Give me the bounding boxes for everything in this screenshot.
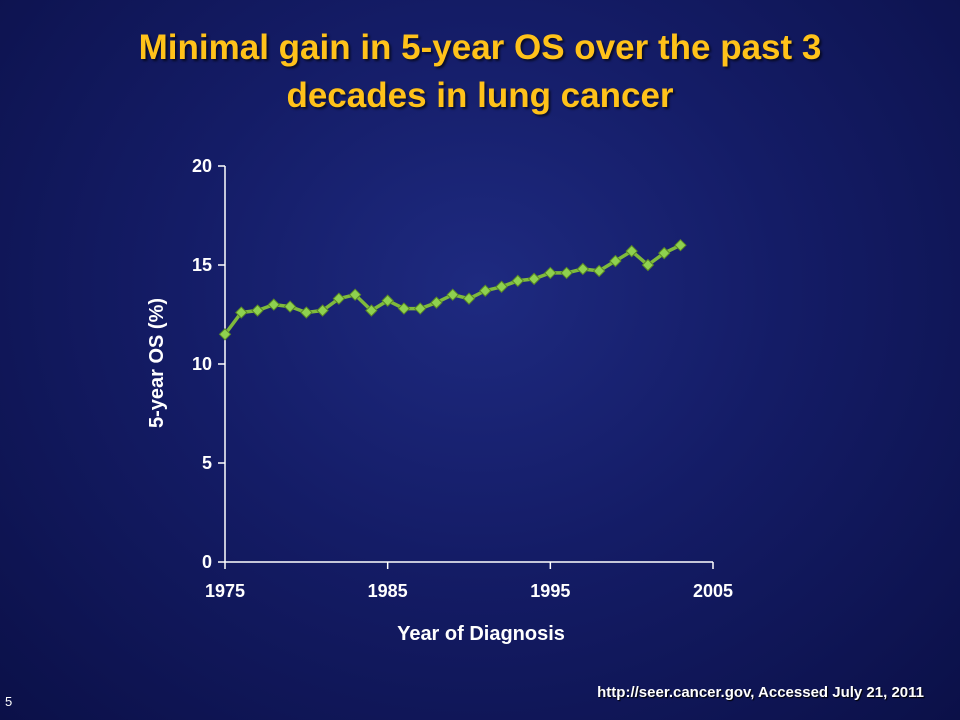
- data-point-marker: [527, 272, 541, 286]
- slide-title: Minimal gain in 5-year OS over the past …: [40, 24, 920, 120]
- data-point-marker: [560, 266, 573, 280]
- x-tick-label: 1995: [530, 581, 570, 601]
- data-point-marker: [511, 274, 525, 288]
- data-point-marker: [674, 238, 687, 252]
- data-point-marker: [609, 254, 622, 268]
- data-point-marker: [235, 306, 248, 319]
- data-point-marker: [446, 288, 459, 301]
- y-tick-label: 15: [192, 255, 212, 275]
- data-point-marker: [495, 280, 508, 293]
- data-point-marker: [381, 294, 394, 307]
- x-axis-title: Year of Diagnosis: [397, 623, 565, 645]
- x-tick-label: 1985: [368, 581, 408, 601]
- y-axis-title: 5-year OS (%): [146, 298, 168, 428]
- data-point-marker: [592, 264, 606, 278]
- data-point-marker: [316, 304, 329, 317]
- data-point-marker: [332, 292, 346, 305]
- data-point-marker: [413, 302, 427, 315]
- data-point-marker: [430, 296, 443, 309]
- slide-number: 5: [5, 694, 13, 709]
- data-point-marker: [365, 304, 378, 317]
- data-point-marker: [641, 258, 655, 272]
- x-tick-label: 1975: [205, 581, 245, 601]
- slide-title-line-1: Minimal gain in 5-year OS over the past …: [138, 28, 822, 67]
- data-point-marker: [576, 262, 590, 276]
- data-point-marker: [218, 328, 232, 341]
- x-tick-label: 2005: [693, 581, 733, 601]
- y-tick-label: 20: [192, 156, 212, 176]
- y-tick-label: 10: [192, 354, 212, 374]
- data-point-marker: [625, 244, 638, 258]
- data-point-marker: [544, 266, 557, 280]
- data-point-marker: [479, 284, 492, 297]
- y-tick-label: 5: [202, 453, 212, 473]
- data-point-marker: [251, 304, 264, 317]
- data-point-marker: [348, 288, 362, 301]
- chart-series: [218, 238, 687, 341]
- data-point-marker: [397, 302, 411, 315]
- data-point-marker: [657, 246, 671, 260]
- chart-axes: 0 5 10 15 20 1975 1985 1995 2005: [192, 156, 733, 601]
- data-point-marker: [462, 292, 476, 305]
- source-note: http://seer.cancer.gov, Accessed July 21…: [597, 684, 924, 701]
- data-point-marker: [300, 306, 313, 319]
- slide-title-line-2: decades in lung cancer: [286, 76, 674, 115]
- data-point-marker: [267, 298, 281, 311]
- data-point-marker: [283, 300, 297, 313]
- y-tick-label: 0: [202, 552, 212, 572]
